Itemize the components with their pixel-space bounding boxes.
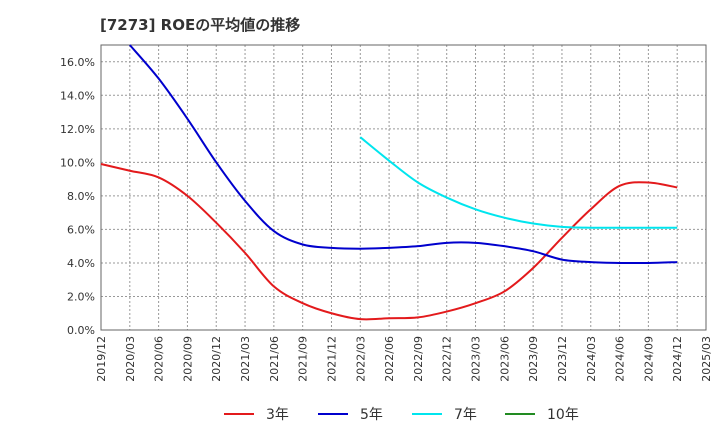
x-tick-label-9: 2022/03 (354, 336, 367, 382)
legend: 3年 5年 7年 10年 (224, 407, 579, 423)
x-tick-label-11: 2022/09 (412, 336, 425, 382)
axis-layer (100, 44, 707, 331)
x-tick-labels: 2019/12 2020/03 2020/06 2020/09 2020/12 2021/… (95, 336, 713, 382)
x-tick-label-18: 2024/06 (614, 336, 627, 382)
plot-frame (100, 44, 707, 331)
legend-label-1: 5年 (360, 407, 383, 423)
x-tick-label-7: 2021/09 (297, 336, 310, 382)
legend-label-0: 3年 (266, 407, 289, 423)
legend-label-3: 10年 (547, 407, 579, 423)
x-tick-label-6: 2021/06 (268, 336, 281, 382)
x-tick-label-13: 2023/03 (470, 336, 483, 382)
y-tick-label-6: 12.0% (60, 123, 95, 136)
y-tick-label-1: 2.0% (67, 290, 95, 303)
series-line-0 (100, 163, 678, 321)
chart-title: [7273] ROEの平均値の推移 (100, 16, 301, 34)
series-line-1 (129, 44, 678, 265)
x-tick-label-17: 2024/03 (585, 336, 598, 382)
x-tick-label-1: 2020/03 (124, 336, 137, 382)
x-tick-label-5: 2021/03 (239, 336, 252, 382)
grid-layer (101, 45, 706, 330)
x-tick-label-10: 2022/06 (383, 336, 396, 382)
x-tick-label-15: 2023/09 (527, 336, 540, 382)
x-tick-label-8: 2021/12 (325, 336, 338, 382)
y-tick-label-8: 16.0% (60, 56, 95, 69)
x-tick-label-0: 2019/12 (95, 336, 108, 382)
legend-label-2: 7年 (454, 407, 477, 423)
x-tick-label-4: 2020/12 (210, 336, 223, 382)
x-tick-label-2: 2020/06 (153, 336, 166, 382)
y-tick-label-7: 14.0% (60, 89, 95, 102)
x-tick-label-3: 2020/09 (181, 336, 194, 382)
series-line-2 (359, 136, 678, 229)
x-tick-label-20: 2024/12 (671, 336, 684, 382)
y-tick-label-3: 6.0% (67, 223, 95, 236)
x-tick-label-14: 2023/06 (498, 336, 511, 382)
series-layer (100, 44, 678, 321)
x-tick-label-16: 2023/12 (556, 336, 569, 382)
y-tick-label-4: 8.0% (67, 190, 95, 203)
y-tick-labels: 0.0% 2.0% 4.0% 6.0% 8.0% 10.0% 12.0% 14.0% 16.0% (60, 56, 95, 337)
y-tick-label-5: 10.0% (60, 156, 95, 169)
x-tick-label-19: 2024/09 (642, 336, 655, 382)
y-tick-label-2: 4.0% (67, 257, 95, 270)
x-tick-label-12: 2022/12 (441, 336, 454, 382)
y-tick-label-0: 0.0% (67, 324, 95, 337)
x-tick-label-21: 2025/03 (700, 336, 713, 382)
